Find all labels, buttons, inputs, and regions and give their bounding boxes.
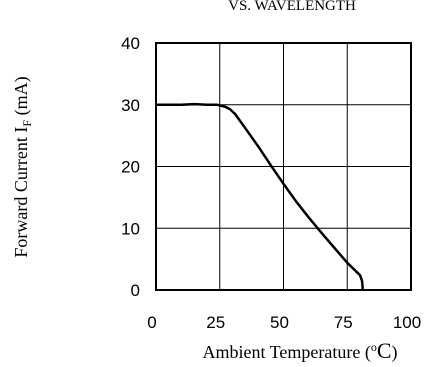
x-tick-label: 75 <box>334 313 353 332</box>
forward-current-curve <box>156 102 364 290</box>
x-tick-labels: 0 25 50 75 100 <box>147 313 421 332</box>
x-tick-label: 50 <box>270 313 289 332</box>
x-tick-label: 25 <box>206 313 225 332</box>
x-axis-label-close: ) <box>392 342 398 363</box>
grid-lines <box>156 43 411 290</box>
y-tick-labels: 0 10 20 30 40 <box>121 34 140 300</box>
x-tick-label: 0 <box>147 313 156 332</box>
y-tick-label: 30 <box>121 96 140 115</box>
y-axis-label-text: Forward Current I <box>11 127 31 258</box>
chart-title: VS. WAVELENGTH <box>228 0 356 14</box>
plot-frame <box>155 42 412 291</box>
y-tick-label: 20 <box>121 158 140 177</box>
x-axis-label-degree: o <box>371 340 377 354</box>
y-axis-label-unit: (mA) <box>11 76 32 120</box>
x-tick-label: 100 <box>393 313 421 332</box>
y-tick-label: 0 <box>131 281 140 300</box>
y-tick-label: 10 <box>121 219 140 238</box>
x-axis-label-text: Ambient Temperature ( <box>202 342 370 363</box>
x-axis-label: Ambient Temperature (oC) <box>202 338 397 363</box>
y-axis-label: Forward Current IF (mA) <box>11 76 34 257</box>
x-axis-label-unit: C <box>377 338 392 363</box>
y-axis-label-subscript: F <box>20 120 34 127</box>
y-tick-label: 40 <box>121 34 140 53</box>
